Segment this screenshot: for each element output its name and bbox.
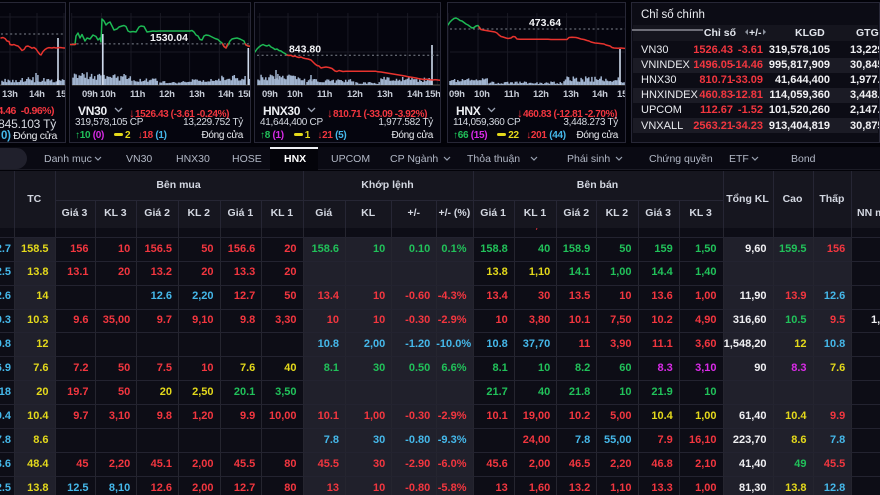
svg-text:473.64: 473.64 [529,17,561,29]
svg-text:1530.04: 1530.04 [150,32,188,44]
svg-text:843.80: 843.80 [289,43,321,55]
